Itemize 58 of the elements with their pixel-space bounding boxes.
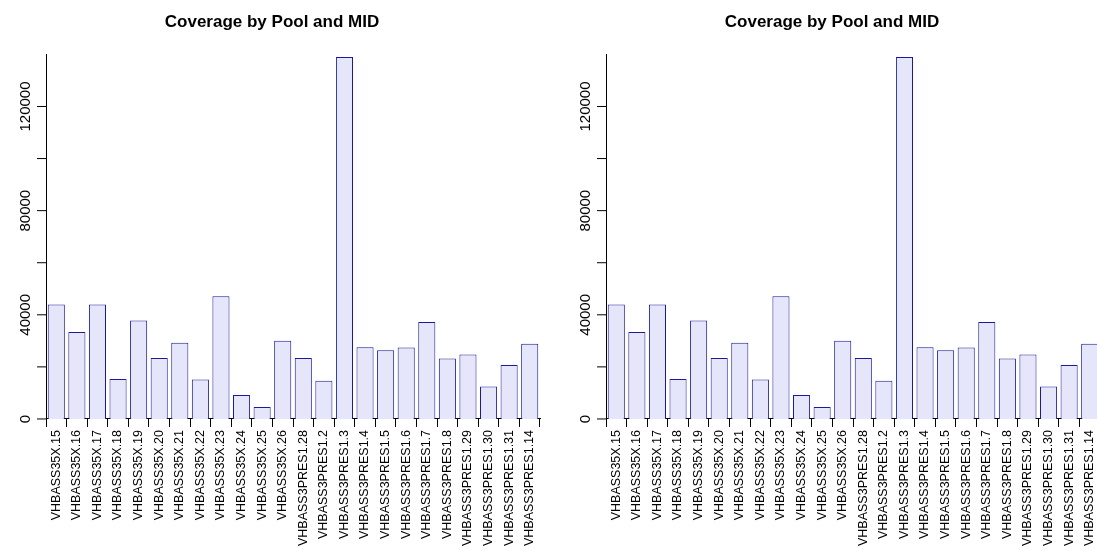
x-tick-label: VHBASS3PRES1.3 (336, 429, 351, 540)
x-tick-label: VHBASS3PRES1.31 (501, 429, 516, 547)
x-tick-label: VHBASS3PRES1.6 (398, 429, 413, 540)
x-tick-label: VHBASS3PRES1.4 (357, 429, 372, 540)
x-tick-label: VHBASS3PRES1.6 (958, 429, 973, 540)
chart-title: Coverage by Pool and MID (724, 11, 940, 31)
x-tick-label: VHBASS35X.21 (732, 429, 747, 521)
x-tick-label: VHBASS35X.22 (752, 429, 767, 521)
x-tick-label: VHBASS35X.22 (192, 429, 207, 521)
x-tick-label: VHBASS3PRES1.2 (876, 429, 891, 540)
y-tick-label: 120000 (575, 81, 593, 132)
x-tick-label: VHBASS3PRES1.5 (378, 429, 393, 540)
x-tick-label: VHBASS3PRES1.14 (1082, 429, 1097, 547)
x-tick-label: VHBASS3PRES1.2 (316, 429, 331, 540)
x-tick-label: VHBASS3PRES1.8 (439, 429, 454, 540)
x-tick-label: VHBASS35X.26 (275, 429, 290, 521)
x-tick-label: VHBASS3PRES1.7 (979, 429, 994, 540)
y-tick-label: 0 (15, 414, 33, 424)
chart-title: Coverage by Pool and MID (164, 11, 380, 31)
x-tick-label: VHBASS3PRES1.8 (999, 429, 1014, 540)
x-tick-label: VHBASS35X.19 (131, 429, 146, 521)
x-tick-label: VHBASS35X.19 (691, 429, 706, 521)
x-tick-label: VHBASS3PRES1.29 (460, 429, 475, 547)
y-tick-label: 0 (575, 414, 593, 424)
x-tick-label: VHBASS35X.16 (629, 429, 644, 521)
x-tick-label: VHBASS35X.20 (151, 429, 166, 521)
x-tick-label: VHBASS35X.24 (793, 429, 808, 521)
y-tick-label: 120000 (15, 81, 33, 132)
x-tick-label: VHBASS3PRES1.14 (522, 429, 537, 547)
y-tick-label: 40000 (575, 293, 593, 336)
x-tick-label: VHBASS35X.20 (711, 429, 726, 521)
x-tick-label: VHBASS3PRES1.28 (855, 429, 870, 547)
x-tick-label: VHBASS3PRES1.3 (896, 429, 911, 540)
x-tick-label: VHBASS35X.18 (110, 429, 125, 521)
x-tick-label: VHBASS35X.25 (814, 429, 829, 521)
x-tick-label: VHBASS3PRES1.28 (295, 429, 310, 547)
x-tick-label: VHBASS35X.26 (835, 429, 850, 521)
x-tick-label: VHBASS35X.17 (649, 429, 664, 521)
x-tick-label: VHBASS35X.15 (608, 429, 623, 521)
x-tick-label: VHBASS3PRES1.30 (1040, 429, 1055, 547)
x-tick-label: VHBASS35X.24 (233, 429, 248, 521)
y-tick-label: 40000 (15, 293, 33, 336)
x-tick-label: VHBASS35X.15 (48, 429, 63, 521)
x-tick-label: VHBASS3PRES1.29 (1020, 429, 1035, 547)
y-tick-label: 80000 (15, 189, 33, 232)
x-tick-label: VHBASS3PRES1.7 (419, 429, 434, 540)
x-tick-label: VHBASS35X.25 (254, 429, 269, 521)
x-tick-label: VHBASS3PRES1.5 (938, 429, 953, 540)
x-tick-label: VHBASS35X.18 (670, 429, 685, 521)
x-tick-label: VHBASS35X.17 (89, 429, 104, 521)
x-tick-label: VHBASS3PRES1.30 (480, 429, 495, 547)
x-tick-label: VHBASS35X.23 (773, 429, 788, 521)
x-tick-label: VHBASS35X.16 (69, 429, 84, 521)
y-tick-label: 80000 (575, 189, 593, 232)
x-tick-label: VHBASS35X.23 (213, 429, 228, 521)
x-tick-label: VHBASS3PRES1.4 (917, 429, 932, 540)
x-tick-label: VHBASS3PRES1.31 (1061, 429, 1076, 547)
x-tick-label: VHBASS35X.21 (172, 429, 187, 521)
